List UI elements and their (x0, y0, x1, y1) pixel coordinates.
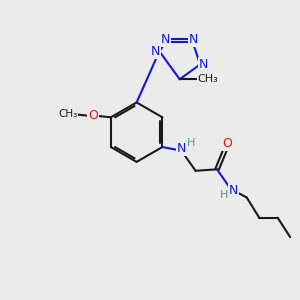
Text: N: N (199, 58, 208, 71)
Text: N: N (177, 142, 186, 155)
Text: H: H (220, 190, 228, 200)
Text: O: O (222, 137, 232, 150)
Text: N: N (161, 33, 170, 46)
Text: N: N (151, 45, 160, 58)
Text: O: O (88, 109, 98, 122)
Text: N: N (229, 184, 238, 196)
Text: CH₃: CH₃ (198, 74, 218, 84)
Text: N: N (189, 33, 199, 46)
Text: H: H (186, 139, 195, 148)
Text: CH₃: CH₃ (58, 109, 77, 119)
